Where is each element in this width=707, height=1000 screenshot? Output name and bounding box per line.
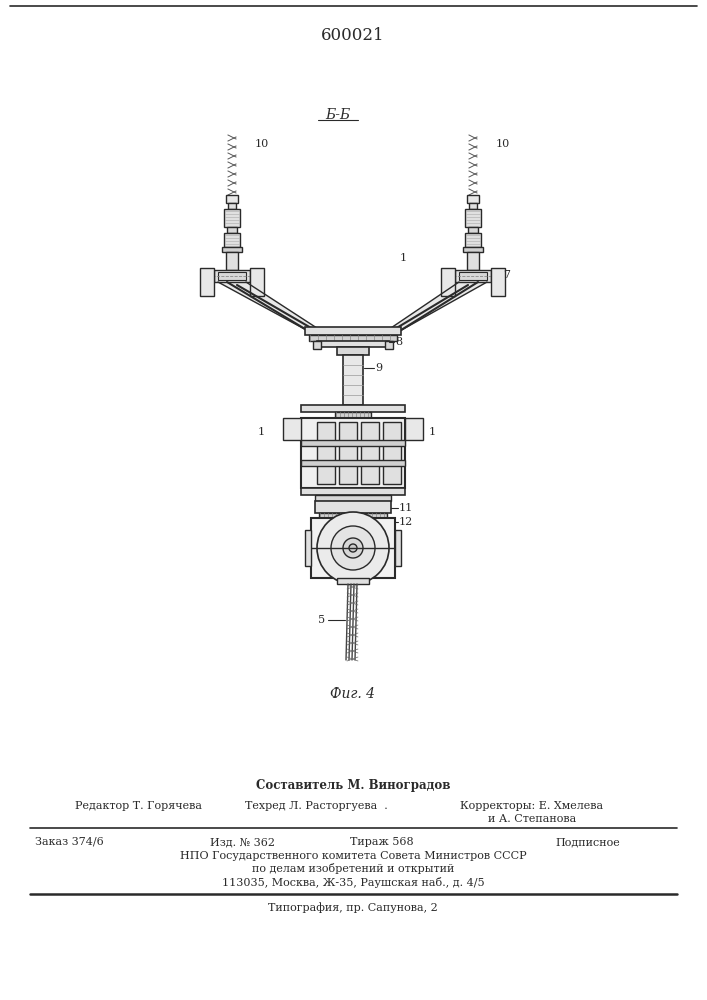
Bar [224, 233, 240, 247]
Bar [301, 460, 405, 466]
Text: 5: 5 [318, 615, 325, 625]
Bar [305, 530, 311, 566]
Bar [467, 195, 479, 203]
Text: 12: 12 [399, 517, 414, 527]
Text: Редактор Т. Горячева: Редактор Т. Горячева [75, 801, 202, 811]
Bar [227, 227, 237, 233]
Text: Корректоры: Е. Хмелева: Корректоры: Е. Хмелева [460, 801, 603, 811]
Bar [395, 530, 401, 566]
Text: Фиг. 4: Фиг. 4 [330, 687, 375, 701]
Bar [226, 195, 238, 203]
Text: Тираж 568: Тираж 568 [350, 837, 414, 847]
Bar [343, 355, 363, 405]
Bar [301, 488, 405, 495]
Circle shape [349, 544, 357, 552]
Bar [337, 578, 369, 584]
Bar [305, 327, 401, 335]
Bar [383, 422, 401, 484]
Text: 113035, Москва, Ж-35, Раушская наб., д. 4/5: 113035, Москва, Ж-35, Раушская наб., д. … [222, 876, 484, 888]
Bar [222, 247, 242, 252]
Bar [301, 440, 405, 446]
Text: 10: 10 [255, 139, 269, 149]
Bar [339, 422, 357, 484]
Bar [226, 252, 238, 270]
Text: 9: 9 [375, 363, 382, 373]
Text: 1: 1 [258, 427, 265, 437]
Bar [337, 347, 369, 355]
Bar [250, 268, 264, 296]
Bar [315, 501, 391, 513]
Polygon shape [218, 282, 323, 332]
Text: по делам изобретений и открытий: по делам изобретений и открытий [252, 863, 454, 874]
Text: Подписное: Подписное [555, 837, 620, 847]
Bar [465, 209, 481, 227]
Text: Б-Б: Б-Б [325, 108, 351, 122]
Bar [469, 203, 477, 209]
Bar [218, 272, 246, 280]
Bar [459, 272, 487, 280]
Circle shape [317, 512, 389, 584]
Bar [301, 405, 405, 412]
Text: 7: 7 [503, 270, 510, 280]
Bar [224, 209, 240, 227]
Text: Техред Л. Расторгуева  .: Техред Л. Расторгуева . [245, 801, 387, 811]
Text: и А. Степанова: и А. Степанова [488, 814, 576, 824]
Text: Заказ 374/6: Заказ 374/6 [35, 837, 104, 847]
Bar [465, 233, 481, 247]
Text: НПО Государственного комитета Совета Министров СССР: НПО Государственного комитета Совета Мин… [180, 851, 526, 861]
Bar [468, 227, 478, 233]
Bar [283, 418, 301, 440]
Bar [317, 341, 389, 347]
Bar [385, 341, 393, 349]
Polygon shape [385, 282, 487, 332]
Bar [467, 252, 479, 270]
Text: 8: 8 [395, 337, 402, 347]
Bar [361, 422, 379, 484]
Bar [214, 270, 250, 282]
Text: 10: 10 [496, 139, 510, 149]
Bar [200, 268, 214, 296]
Bar [319, 513, 387, 518]
Bar [311, 518, 395, 578]
Bar [315, 495, 391, 501]
Bar [441, 268, 455, 296]
Bar [301, 418, 405, 488]
Bar [317, 422, 335, 484]
Bar [491, 268, 505, 296]
Circle shape [331, 526, 375, 570]
Text: Типография, пр. Сапунова, 2: Типография, пр. Сапунова, 2 [268, 903, 438, 913]
Bar [335, 412, 371, 418]
Bar [309, 335, 397, 341]
Text: 1: 1 [400, 253, 407, 263]
Text: Изд. № 362: Изд. № 362 [210, 837, 275, 847]
Text: 11: 11 [399, 503, 414, 513]
Bar [313, 341, 321, 349]
Text: 1: 1 [429, 427, 436, 437]
Circle shape [343, 538, 363, 558]
Bar [228, 203, 236, 209]
Bar [405, 418, 423, 440]
Text: Составитель М. Виноградов: Составитель М. Виноградов [256, 780, 450, 792]
Bar [455, 270, 491, 282]
Text: 600021: 600021 [321, 27, 385, 44]
Bar [463, 247, 483, 252]
